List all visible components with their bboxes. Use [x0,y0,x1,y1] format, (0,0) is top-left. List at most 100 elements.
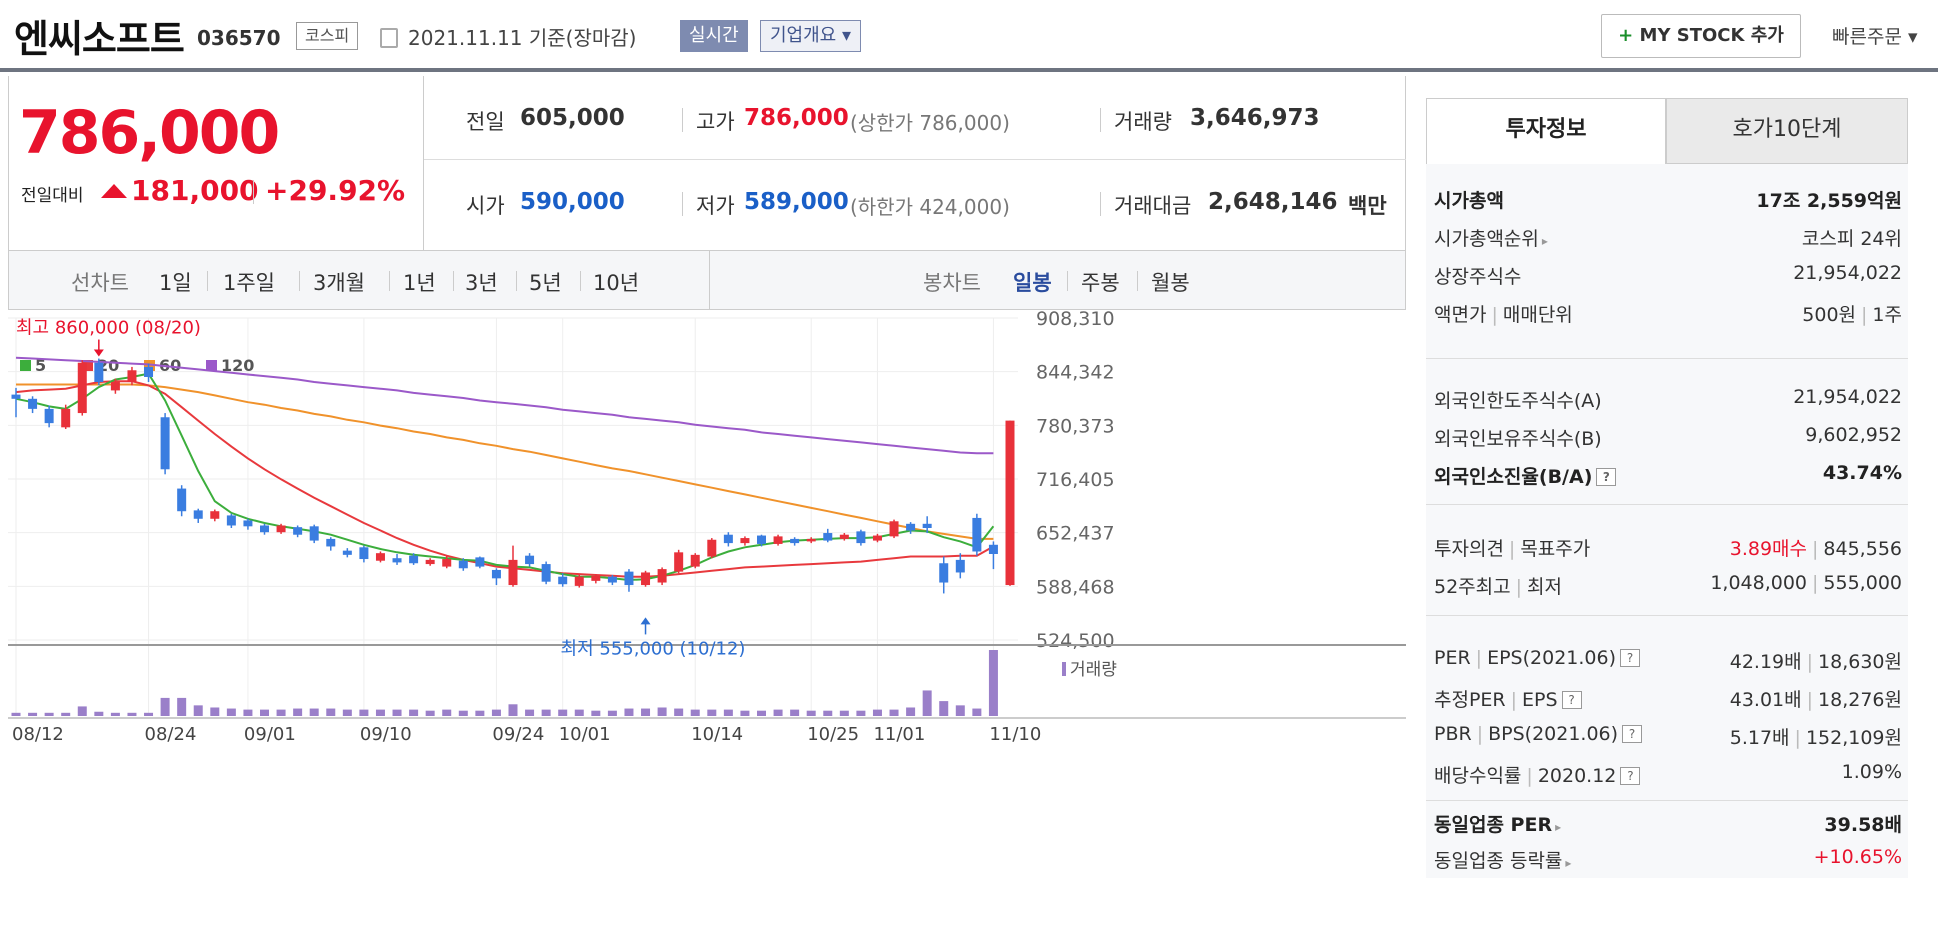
volume-bar [61,712,71,716]
divider [253,180,254,204]
candle-body [906,523,916,531]
info-value-text: 1,048,000 [1710,572,1808,594]
help-icon[interactable]: ? [1620,767,1641,785]
investment-info-panel: 투자정보 호가10단계 시가총액 17조 2,559억원 시가총액순위 ▸ 코스피… [1426,98,1908,878]
realtime-button[interactable]: 실시간 [680,20,748,52]
divider [1067,271,1068,291]
candle-body [558,576,568,585]
divider: | [1491,304,1498,326]
tab-1w[interactable]: 1주일 [223,271,276,295]
tab-daily[interactable]: 일봉 [1013,271,1052,295]
tab-10y[interactable]: 10년 [593,271,640,295]
info-key: 시가총액순위 ▸ [1434,224,1548,251]
volume-bar [226,708,236,716]
info-key-text: 2020.12 [1537,765,1617,787]
plus-icon: + [1618,25,1634,46]
tab-weekly[interactable]: 주봉 [1081,271,1120,295]
high-arrow-head [93,349,104,357]
volume-bar [260,709,269,716]
info-key-text: 외국인소진율(B/A) [1434,466,1593,488]
volume-bar [856,710,866,716]
info-key: 동일업종 PER ▸ [1434,810,1561,837]
candle-body [790,538,800,544]
help-icon[interactable]: ? [1596,468,1617,486]
volume-bar [607,710,617,716]
volume-bar [541,709,551,716]
y-tick-label: 716,405 [1036,469,1115,491]
volume-label: 거래량 [1114,110,1172,134]
candle-body [309,526,319,541]
divider [207,271,208,291]
info-value: 코스피 24위 [1801,228,1902,250]
info-key: 52주최고 | 최저 [1434,572,1562,599]
info-value: 500원 | 1주 [1802,300,1902,327]
candle-body [939,563,949,583]
line-chart-label: 선차트 [71,271,129,295]
info-value: 1,048,000 | 555,000 [1710,572,1902,594]
candle-body [872,535,882,541]
divider: | [1861,304,1868,326]
help-icon[interactable]: ? [1561,691,1582,709]
tab-order-book-10[interactable]: 호가10단계 [1666,98,1908,164]
tab-1d[interactable]: 1일 [159,271,192,295]
candle-body [342,550,352,555]
legend-label: 60 [159,356,181,375]
candle-body [226,515,236,526]
divider [299,271,300,291]
candle-body [972,517,982,552]
info-key-text: PBR [1434,723,1472,745]
info-key: PER | EPS(2021.06)? [1434,647,1640,669]
legend-swatch [82,360,93,371]
info-key: 외국인소진율(B/A)? [1434,462,1617,489]
divider [682,192,683,216]
y-tick-label: 844,342 [1036,362,1115,384]
volume-bar [889,709,899,716]
candle-body [425,559,435,565]
tab-1y[interactable]: 1년 [403,271,436,295]
volume-bar [28,712,38,716]
open-value: 590,000 [520,189,625,215]
info-value: 5.17배 | 152,109원 [1730,723,1902,750]
volume-bar [939,701,949,716]
info-key: 투자의견 | 목표주가 [1434,534,1590,561]
info-value-text: 43.01배 [1729,689,1802,711]
info-key: 외국인한도주식수(A) [1434,390,1602,412]
prev-close-label: 전일 [466,110,505,134]
candle-body [375,553,385,561]
stock-chart[interactable]: 908,310 844,342 780,373 716,405 652,437 588,4… [8,310,1406,938]
help-icon[interactable]: ? [1620,649,1640,667]
candle-body [160,417,170,470]
info-key-text: 최저 [1527,576,1562,598]
info-key-text: EPS [1522,689,1558,711]
info-value-text: 1주 [1872,304,1902,326]
info-value-text: 18,630원 [1818,651,1902,673]
divider: | [1510,689,1518,711]
calendar-icon [380,28,398,48]
info-key-text: 투자의견 [1434,538,1504,560]
candle-body [77,362,87,414]
help-icon[interactable]: ? [1622,725,1643,743]
info-value-text: 42.19배 [1729,651,1802,673]
tab-investment-info[interactable]: 투자정보 [1426,98,1666,164]
tab-5y[interactable]: 5년 [529,271,562,295]
volume-bar [160,697,170,716]
candle-body [657,569,667,583]
candle-body [1005,420,1015,586]
volume-bar [491,709,501,716]
volume-bar [375,709,385,716]
divider [682,108,683,132]
base-date: 2021.11.11 기준(장마감) [408,26,637,50]
tab-3y[interactable]: 3년 [465,271,498,295]
tab-monthly[interactable]: 월봉 [1151,271,1190,295]
add-my-stock-button[interactable]: + MY STOCK 추가 [1601,14,1801,58]
info-value: 21,954,022 [1793,262,1902,284]
y-tick-label: 908,310 [1036,310,1115,330]
info-value-text: 5.17배 [1729,727,1790,749]
volume-bar [326,708,336,716]
candle-body [442,559,452,567]
quick-order-dropdown[interactable]: 빠른주문 ▾ [1832,26,1918,48]
y-tick-label: 780,373 [1036,415,1115,437]
company-overview-dropdown[interactable]: 기업개요 ▾ [760,20,861,52]
volume-bar [392,709,402,716]
tab-3m[interactable]: 3개월 [313,271,366,295]
